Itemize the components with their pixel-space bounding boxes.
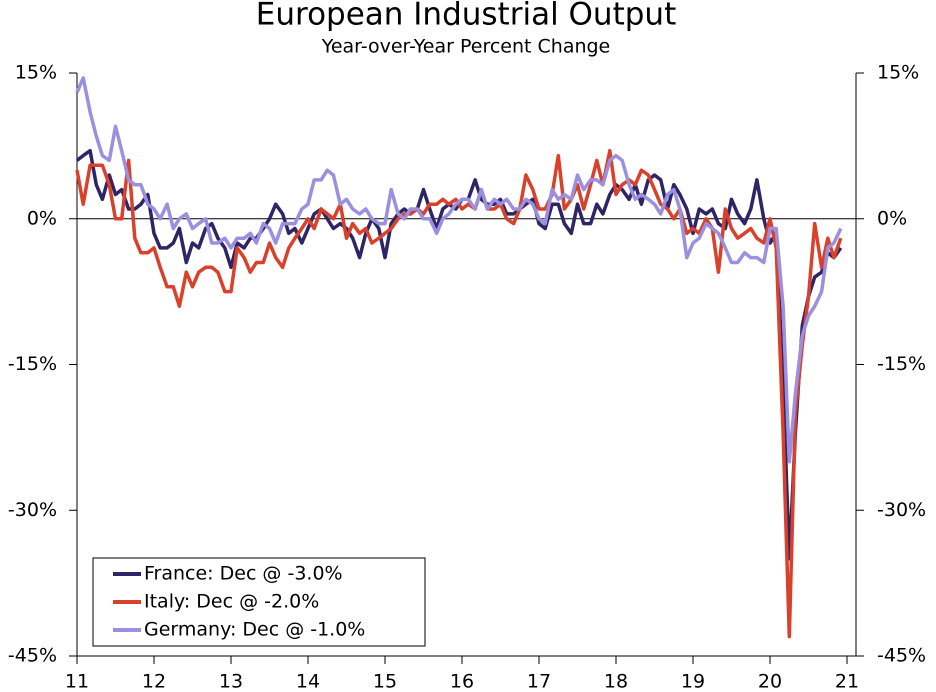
legend-label: France: Dec @ -3.0% [144, 563, 343, 585]
chart-subtitle: Year-over-Year Percent Change [321, 36, 611, 58]
x-tick-label: 17 [527, 671, 551, 692]
y2-tick-label: -30% [877, 499, 926, 521]
x-tick-label: 12 [142, 671, 166, 692]
y-tick-label: 0% [27, 207, 57, 229]
chart-title: European Industrial Output [256, 0, 676, 33]
x-tick-label: 16 [450, 671, 474, 692]
y-tick-label: -45% [8, 645, 57, 667]
series-line [75, 76, 843, 464]
x-tick-label: 18 [604, 671, 628, 692]
x-tick-label: 14 [296, 671, 320, 692]
series-line [75, 148, 843, 639]
y2-tick-label: -15% [877, 353, 926, 375]
y-tick-label: 15% [15, 62, 57, 84]
legend-label: Germany: Dec @ -1.0% [144, 619, 365, 641]
x-tick-label: 13 [219, 671, 243, 692]
x-tick-label: 20 [758, 671, 782, 692]
x-tick-label: 21 [835, 671, 859, 692]
y-tick-label: -30% [8, 499, 57, 521]
x-tick-label: 11 [65, 671, 89, 692]
legend-label: Italy: Dec @ -2.0% [144, 591, 319, 613]
y2-tick-label: 0% [877, 207, 907, 229]
y2-tick-label: -45% [877, 645, 926, 667]
y2-tick-label: 15% [877, 62, 919, 84]
legend-box [92, 557, 426, 647]
y-tick-label: -15% [8, 353, 57, 375]
x-tick-label: 19 [681, 671, 705, 692]
x-tick-label: 15 [373, 671, 397, 692]
